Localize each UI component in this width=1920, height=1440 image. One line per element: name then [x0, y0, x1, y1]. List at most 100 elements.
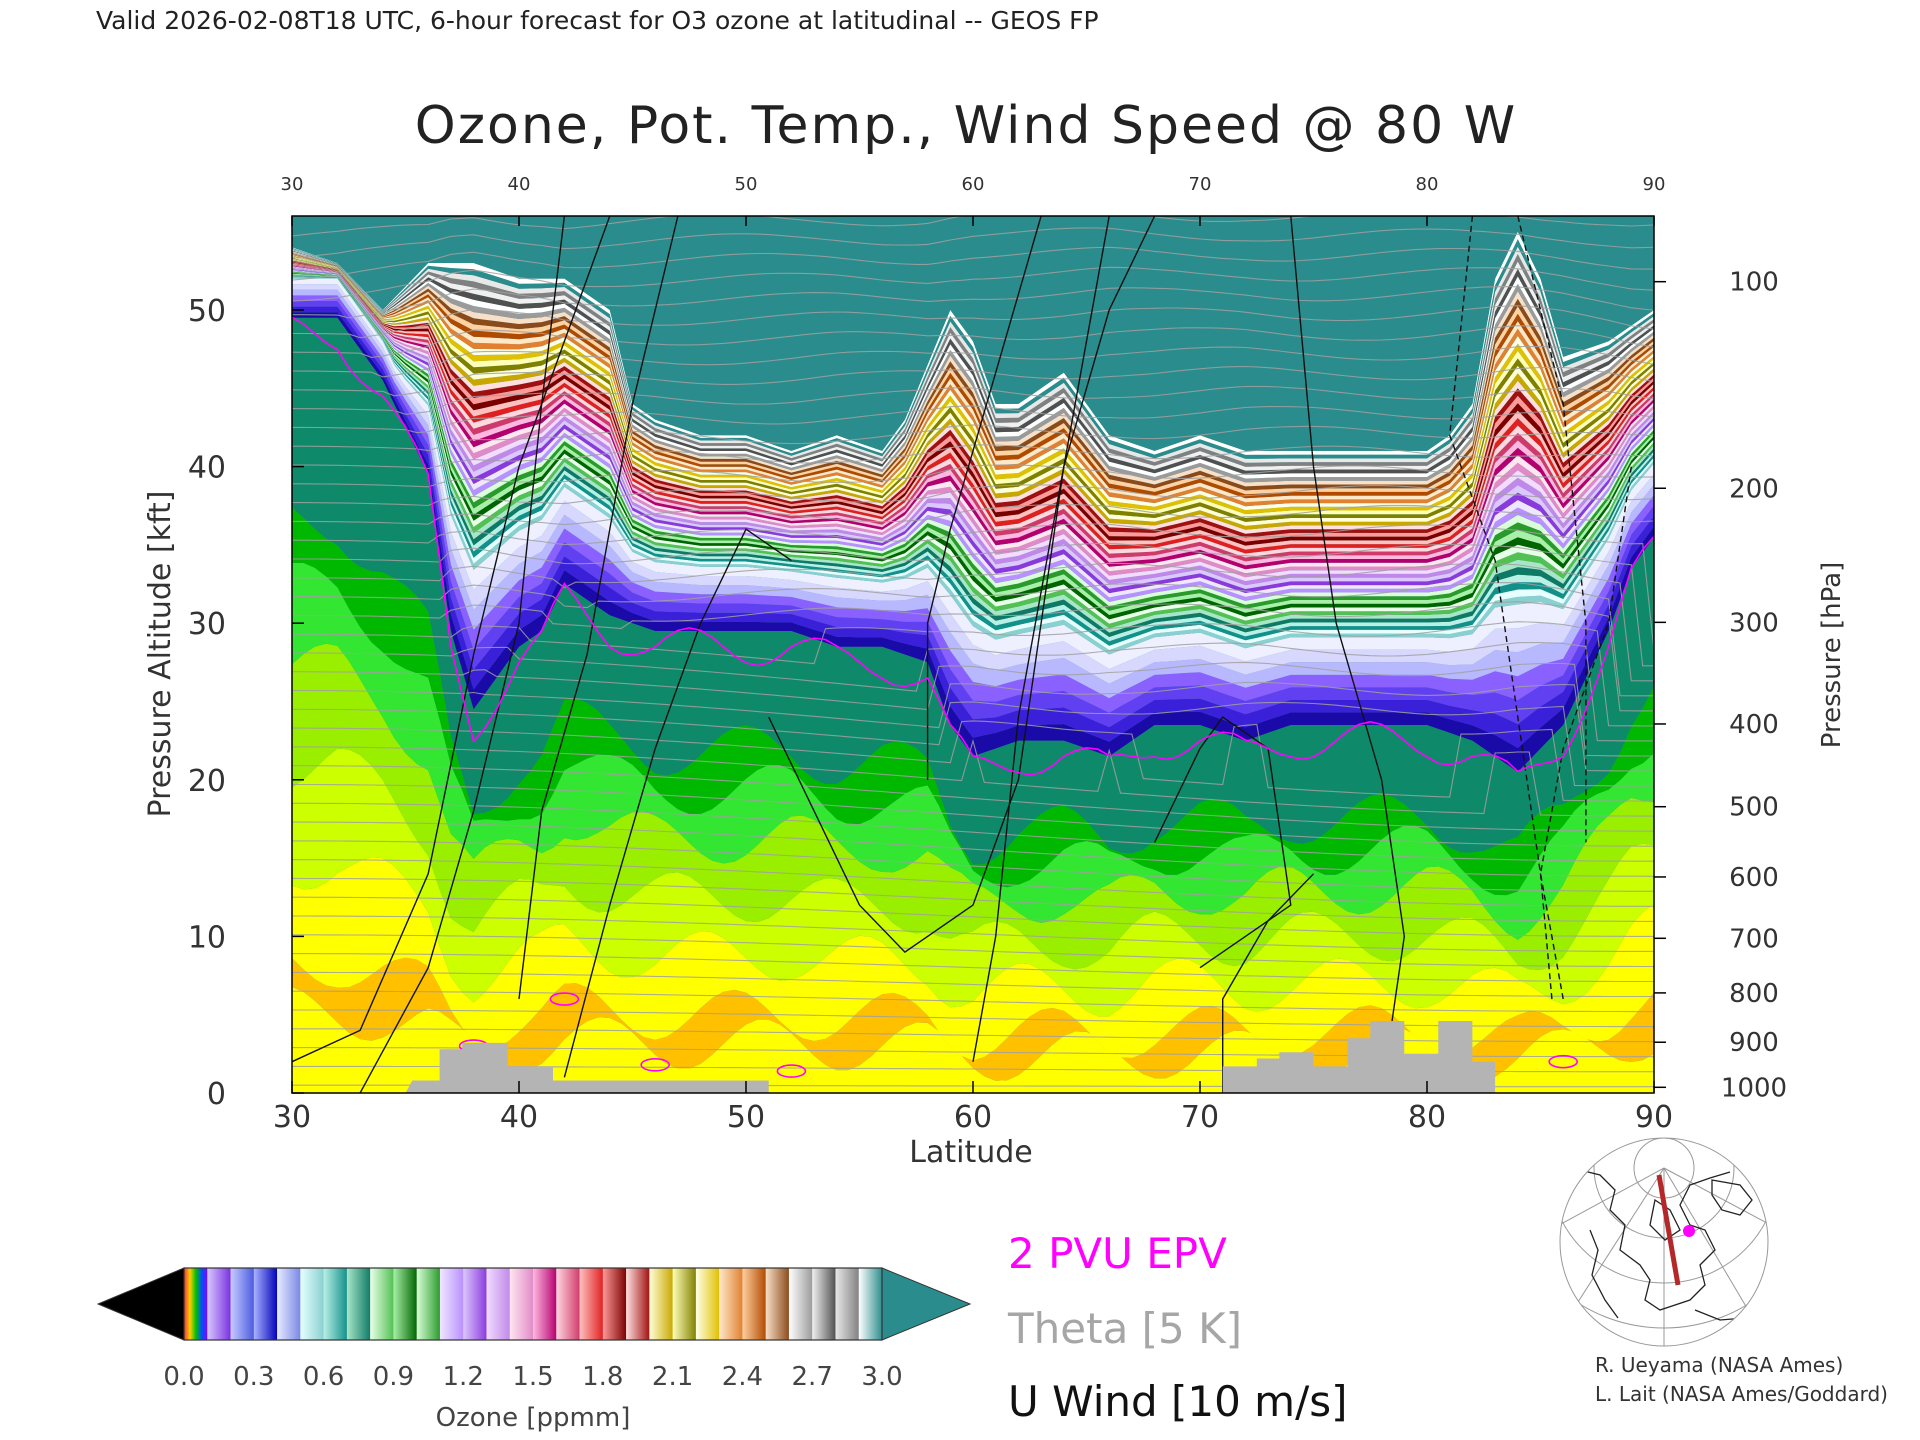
u-wind-contour: [1539, 466, 1632, 1000]
ozone-band: [292, 261, 1654, 542]
colorbar-band: [602, 1268, 627, 1340]
epv-2pvu-contour: [640, 1058, 671, 1072]
theta-contour: [292, 582, 1654, 697]
top-tick-label: 70: [1189, 174, 1212, 195]
colorbar-over-arrow: [881, 1267, 972, 1341]
pressure-tick-label: 300: [1729, 608, 1779, 638]
u-wind-contour: [292, 216, 611, 1063]
colorbar-tick-label: 1.2: [443, 1362, 484, 1392]
ozone-band: [292, 259, 1654, 530]
ozone-band: [292, 252, 1654, 487]
colorbar-tick-label: 0.0: [163, 1362, 204, 1392]
plot-area: [292, 216, 1654, 1093]
colorbar-band: [184, 1268, 208, 1340]
y-axis-ticks: 0 10 20 30 40 50: [188, 294, 304, 1112]
ozone-band: [292, 251, 1654, 483]
colorbar-label: Ozone [ppmm]: [436, 1403, 631, 1433]
theta-contour: [292, 601, 1654, 712]
y-tick-label: 10: [188, 920, 226, 955]
epv-2pvu-contour: [776, 1064, 807, 1078]
theta-contour: [292, 266, 1654, 302]
colorbar-band: [416, 1268, 441, 1340]
theta-contour: [292, 464, 1654, 488]
colorbar-band: [323, 1268, 348, 1340]
theta-contour: [292, 783, 1654, 847]
pressure-tick-label: 500: [1729, 793, 1779, 823]
theta-contour: [292, 802, 1654, 862]
top-tick-label: 40: [508, 174, 531, 195]
theta-contour: [292, 934, 1654, 968]
pressure-axis-label: Pressure [hPa]: [1817, 562, 1847, 749]
ozone-band: [292, 748, 1654, 1017]
colorbar-band: [579, 1268, 604, 1340]
theta-contour: [292, 444, 1654, 470]
ozone-band: [292, 562, 1654, 940]
theta-contour: [292, 424, 1654, 452]
colorbar-frame: [183, 1267, 883, 1341]
colorbar-band: [858, 1268, 883, 1340]
x-tick-label: 50: [727, 1100, 765, 1135]
ozone-field: [292, 216, 1654, 1093]
theta-contour: [292, 286, 1654, 319]
theta-contour: [292, 305, 1654, 339]
legend-uwind: U Wind [10 m/s]: [1008, 1377, 1348, 1426]
u-wind-contours: [292, 216, 1632, 1093]
u-wind-contour: [1222, 873, 1315, 1093]
theta-contour: [292, 840, 1654, 892]
x-axis-label: Latitude: [909, 1135, 1032, 1170]
colorbar-tick-label: 2.4: [722, 1362, 763, 1392]
colorbar-band: [812, 1268, 836, 1340]
theta-contour: [292, 621, 1654, 727]
theta-contour: [292, 227, 1654, 259]
ozone-band: [292, 317, 1654, 865]
colorbar-tick-label: 0.6: [303, 1362, 344, 1392]
ozone-band: [292, 256, 1654, 515]
y-tick-label: 40: [188, 451, 226, 486]
pressure-tick-label: 200: [1729, 474, 1779, 504]
colorbar-tick-label: 3.0: [861, 1362, 902, 1392]
section-line: [1656, 1174, 1681, 1286]
theta-contour: [292, 701, 1654, 787]
colorbar-band: [533, 1268, 557, 1340]
colorbar-band: [393, 1268, 418, 1340]
ozone-band: [292, 264, 1654, 566]
colorbar-band: [253, 1268, 278, 1340]
colorbar-band: [556, 1268, 581, 1340]
u-wind-contour: [1517, 216, 1587, 843]
u-wind-contour: [1448, 216, 1553, 1000]
credit-line-1: R. Ueyama (NASA Ames): [1595, 1353, 1843, 1377]
theta-contour: [292, 345, 1654, 378]
u-wind-contour: [518, 216, 679, 1000]
ozone-over-region: [292, 216, 1654, 451]
legend-epv: 2 PVU EPV: [1008, 1229, 1227, 1278]
colorbar-band: [742, 1268, 767, 1340]
ozone-band: [292, 254, 1654, 503]
ozone-band: [292, 271, 1654, 607]
theta-contour: [292, 971, 1654, 998]
x-tick-label: 70: [1181, 1100, 1219, 1135]
ozone-band: [292, 253, 1654, 495]
ozone-band: [292, 284, 1654, 684]
x-tick-label: 90: [1635, 1100, 1673, 1135]
pressure-tick-label: 800: [1729, 979, 1779, 1009]
colorbar-band: [649, 1268, 674, 1340]
ozone-band: [292, 265, 1654, 570]
ozone-band: [292, 258, 1654, 526]
valid-line: Valid 2026-02-08T18 UTC, 6-hour forecast…: [96, 6, 1099, 35]
ozone-band: [292, 263, 1654, 554]
ozone-band: [292, 257, 1654, 518]
top-axis-ticks: 30 40 50 60 70 80 90: [281, 174, 1665, 226]
colorbar-band: [463, 1268, 487, 1340]
ozone-band: [292, 255, 1654, 507]
theta-contours: [292, 216, 1654, 1088]
u-wind-contour: [359, 216, 566, 1093]
x-tick-label: 60: [954, 1100, 992, 1135]
colorbar-tick-label: 0.9: [373, 1362, 414, 1392]
epv-2pvu-contour: [549, 992, 580, 1006]
colorbar-band: [788, 1268, 813, 1340]
theta-contour: [292, 504, 1654, 526]
ozone-band: [292, 260, 1654, 538]
colorbar-band: [835, 1268, 860, 1340]
colorbar-band: [765, 1268, 790, 1340]
